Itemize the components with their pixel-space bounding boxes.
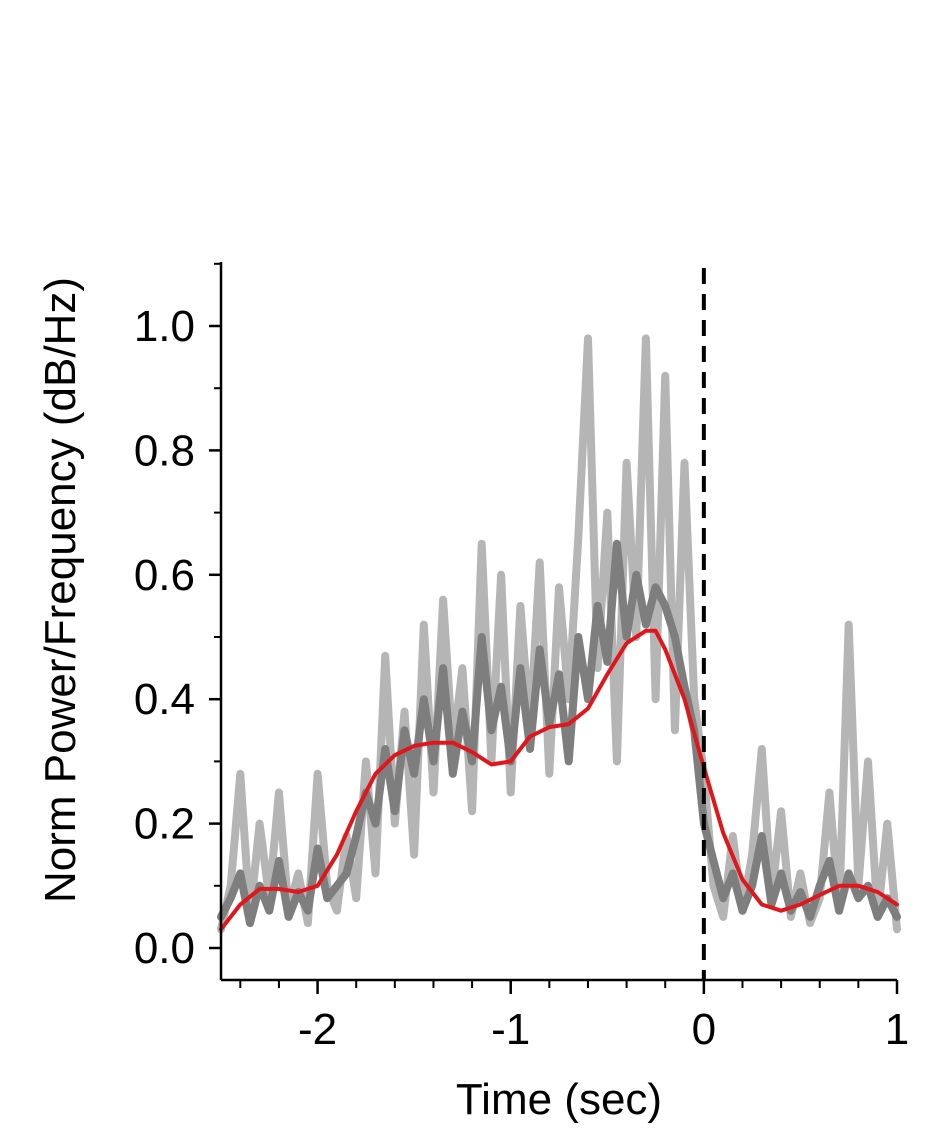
y-axis-label: Norm Power/Frequency (dB/Hz) — [36, 277, 85, 903]
ticks: 0.0 0.2 0.4 0.6 0.8 1.0 -2 -1 0 1 — [134, 262, 909, 1054]
x-tick-label: 1 — [885, 1005, 909, 1054]
series-layer — [217, 334, 901, 934]
y-tick-label: 0.0 — [134, 924, 195, 973]
x-tick-label: -1 — [491, 1005, 530, 1054]
axes — [219, 262, 897, 982]
x-axis-label: Time (sec) — [456, 1075, 662, 1124]
x-tick-label: -2 — [298, 1005, 337, 1054]
y-tick-label: 1.0 — [134, 302, 195, 351]
y-tick-label: 0.4 — [134, 675, 195, 724]
series-line-trial-light — [217, 334, 901, 934]
y-tick-label: 0.2 — [134, 800, 195, 849]
series-line-trial-dark — [217, 539, 901, 928]
y-tick-label: 0.6 — [134, 551, 195, 600]
y-tick-label: 0.8 — [134, 426, 195, 475]
x-tick-label: 0 — [692, 1005, 716, 1054]
series-line-mean — [219, 628, 899, 932]
